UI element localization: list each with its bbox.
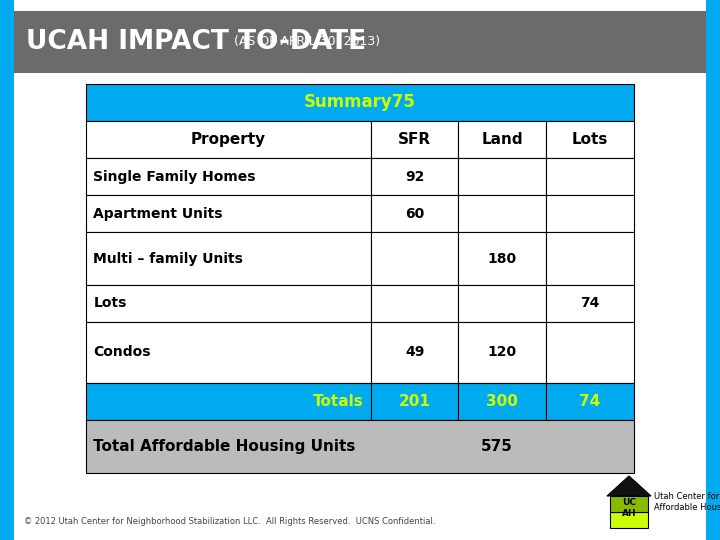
Bar bbox=[546, 383, 634, 420]
Bar bbox=[706, 0, 720, 540]
Bar bbox=[86, 232, 371, 285]
Bar bbox=[86, 121, 371, 158]
Text: Total Affordable Housing Units: Total Affordable Housing Units bbox=[94, 438, 356, 454]
Bar bbox=[371, 195, 459, 232]
Bar bbox=[459, 232, 546, 285]
Text: 180: 180 bbox=[487, 252, 517, 266]
Bar bbox=[86, 420, 634, 472]
Text: 300: 300 bbox=[486, 394, 518, 409]
Text: UCAH IMPACT TO-DATE: UCAH IMPACT TO-DATE bbox=[26, 29, 366, 55]
Text: SFR: SFR bbox=[398, 132, 431, 147]
Bar bbox=[86, 84, 634, 121]
Text: Property: Property bbox=[191, 132, 266, 147]
Text: 201: 201 bbox=[399, 394, 431, 409]
Bar bbox=[459, 285, 546, 322]
Text: Land: Land bbox=[482, 132, 523, 147]
Bar bbox=[371, 383, 459, 420]
Bar bbox=[371, 158, 459, 195]
Text: 92: 92 bbox=[405, 170, 424, 184]
Bar bbox=[459, 195, 546, 232]
Text: Single Family Homes: Single Family Homes bbox=[94, 170, 256, 184]
Bar bbox=[546, 195, 634, 232]
Bar bbox=[546, 285, 634, 322]
Bar bbox=[610, 496, 648, 512]
Bar bbox=[86, 158, 371, 195]
Bar bbox=[610, 512, 648, 528]
Bar bbox=[86, 322, 371, 383]
Text: Multi – family Units: Multi – family Units bbox=[94, 252, 243, 266]
Bar bbox=[86, 195, 371, 232]
Text: (AS OF APRIL 30, 2013): (AS OF APRIL 30, 2013) bbox=[234, 35, 380, 49]
Polygon shape bbox=[607, 476, 651, 496]
Text: Apartment Units: Apartment Units bbox=[94, 207, 223, 221]
Text: 60: 60 bbox=[405, 207, 424, 221]
Bar bbox=[459, 121, 546, 158]
Bar bbox=[459, 158, 546, 195]
Text: 575: 575 bbox=[480, 438, 512, 454]
Bar bbox=[459, 322, 546, 383]
Bar bbox=[371, 322, 459, 383]
Text: Summary75: Summary75 bbox=[304, 93, 416, 111]
Bar bbox=[371, 285, 459, 322]
Bar bbox=[459, 383, 546, 420]
Bar bbox=[371, 232, 459, 285]
Text: 74: 74 bbox=[579, 394, 600, 409]
Bar bbox=[546, 322, 634, 383]
Text: 49: 49 bbox=[405, 346, 424, 359]
Text: 120: 120 bbox=[487, 346, 517, 359]
Bar bbox=[371, 121, 459, 158]
Bar bbox=[546, 158, 634, 195]
Text: 74: 74 bbox=[580, 296, 600, 310]
Text: © 2012 Utah Center for Neighborhood Stabilization LLC.  All Rights Reserved.  UC: © 2012 Utah Center for Neighborhood Stab… bbox=[24, 517, 436, 526]
Bar bbox=[546, 232, 634, 285]
Bar bbox=[0, 0, 14, 540]
Text: Totals: Totals bbox=[313, 394, 364, 409]
Text: UC
AH: UC AH bbox=[621, 498, 636, 518]
Text: Lots: Lots bbox=[94, 296, 127, 310]
Bar bbox=[14, 11, 706, 73]
Text: Utah Center for
Affordable Housing: Utah Center for Affordable Housing bbox=[654, 492, 720, 512]
Bar bbox=[546, 121, 634, 158]
Bar bbox=[86, 383, 371, 420]
Bar bbox=[86, 285, 371, 322]
Text: Condos: Condos bbox=[94, 346, 151, 359]
Text: Lots: Lots bbox=[572, 132, 608, 147]
